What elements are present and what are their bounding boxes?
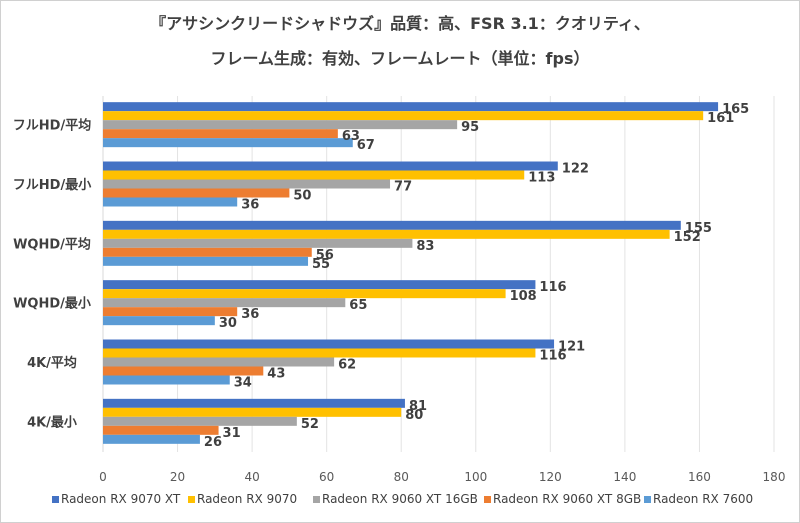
bar xyxy=(103,316,215,326)
bar xyxy=(103,102,719,112)
bar xyxy=(103,339,555,349)
bar xyxy=(103,298,346,308)
data-label: 36 xyxy=(241,198,259,213)
x-tick-label: 80 xyxy=(394,470,409,484)
data-label: 83 xyxy=(416,239,434,254)
data-label: 77 xyxy=(394,180,412,195)
data-label: 95 xyxy=(461,120,479,135)
x-tick-label: 60 xyxy=(319,470,334,484)
data-label: 116 xyxy=(539,280,566,295)
bar xyxy=(103,289,506,299)
data-label: 62 xyxy=(338,358,356,373)
bar xyxy=(103,307,238,317)
bar xyxy=(103,434,200,444)
data-label: 65 xyxy=(349,298,367,313)
data-label: 52 xyxy=(301,417,319,432)
x-tick-label: 160 xyxy=(688,470,711,484)
data-label: 113 xyxy=(528,171,555,186)
legend-label: Radeon RX 9070 xyxy=(197,492,297,506)
data-label: 152 xyxy=(674,230,701,245)
data-label: 108 xyxy=(510,289,537,304)
x-tick-label: 100 xyxy=(464,470,487,484)
bar xyxy=(103,188,290,198)
bar xyxy=(103,120,458,130)
x-tick-label: 20 xyxy=(170,470,185,484)
legend-label: Radeon RX 9060 XT 16GB xyxy=(322,492,478,506)
gridlines xyxy=(102,96,775,452)
bar xyxy=(103,138,353,148)
legend-swatch xyxy=(52,496,59,503)
data-label: 116 xyxy=(539,349,566,364)
category-label: WQHD/最小 xyxy=(13,297,91,312)
data-label: 81 xyxy=(409,399,427,414)
bar xyxy=(103,129,338,139)
bar xyxy=(103,375,230,385)
legend-label: Radeon RX 9070 XT xyxy=(61,492,181,506)
data-label: 50 xyxy=(293,189,311,204)
data-label: 161 xyxy=(707,111,734,126)
bar xyxy=(103,348,536,358)
data-label: 67 xyxy=(357,138,375,153)
bar xyxy=(103,425,219,435)
bar xyxy=(103,220,681,230)
category-label: フルHD/最小 xyxy=(13,178,91,193)
x-tick-label: 140 xyxy=(613,470,636,484)
category-label: WQHD/平均 xyxy=(13,236,91,252)
bar xyxy=(103,197,238,207)
bar xyxy=(103,407,402,417)
data-label: 165 xyxy=(722,102,749,117)
data-label: 31 xyxy=(223,426,241,441)
data-label: 55 xyxy=(312,257,330,272)
data-label: 56 xyxy=(316,248,334,263)
x-tick-label: 40 xyxy=(244,470,259,484)
data-label: 36 xyxy=(241,307,259,322)
data-label: 34 xyxy=(234,376,252,391)
data-label: 155 xyxy=(685,221,712,236)
chart-title: 『アサシンクリードシャドウズ』品質：高、FSR 3.1：クオリティ、 xyxy=(150,14,650,33)
data-label: 43 xyxy=(267,367,285,382)
bar xyxy=(103,398,405,408)
bar xyxy=(103,111,704,121)
data-label: 122 xyxy=(562,162,589,177)
x-tick-label: 0 xyxy=(99,470,107,484)
data-label: 26 xyxy=(204,435,222,450)
legend-swatch xyxy=(644,496,651,503)
x-tick-label: 180 xyxy=(763,470,786,484)
category-label: 4K/最小 xyxy=(27,415,77,430)
category-label: 4K/平均 xyxy=(27,355,77,371)
bar xyxy=(103,238,413,248)
bar xyxy=(103,366,264,376)
legend-swatch xyxy=(313,496,320,503)
legend: Radeon RX 9070 XT Radeon RX 9070 Radeon RX… xyxy=(52,492,753,506)
bar xyxy=(103,357,335,367)
legend-swatch xyxy=(484,496,491,503)
legend-label: Radeon RX 7600 xyxy=(653,492,753,506)
bar xyxy=(103,170,525,180)
bars xyxy=(103,102,719,444)
legend-label: Radeon RX 9060 XT 8GB xyxy=(493,492,641,506)
data-label: 80 xyxy=(405,408,423,423)
data-labels: 1651619563671221137750361551528356551161… xyxy=(204,102,749,450)
bar xyxy=(103,179,391,189)
bar xyxy=(103,280,536,290)
bar xyxy=(103,256,309,266)
bar xyxy=(103,416,297,426)
chart-subtitle: フレーム生成：有効、フレームレート（単位：fps） xyxy=(210,49,590,68)
data-label: 63 xyxy=(342,129,360,144)
bar xyxy=(103,161,558,171)
x-tick-label: 120 xyxy=(539,470,562,484)
category-label: フルHD/平均 xyxy=(13,118,91,134)
data-label: 121 xyxy=(558,340,585,355)
legend-swatch xyxy=(188,496,195,503)
bar xyxy=(103,247,312,257)
bar xyxy=(103,229,670,239)
data-label: 30 xyxy=(219,316,237,331)
